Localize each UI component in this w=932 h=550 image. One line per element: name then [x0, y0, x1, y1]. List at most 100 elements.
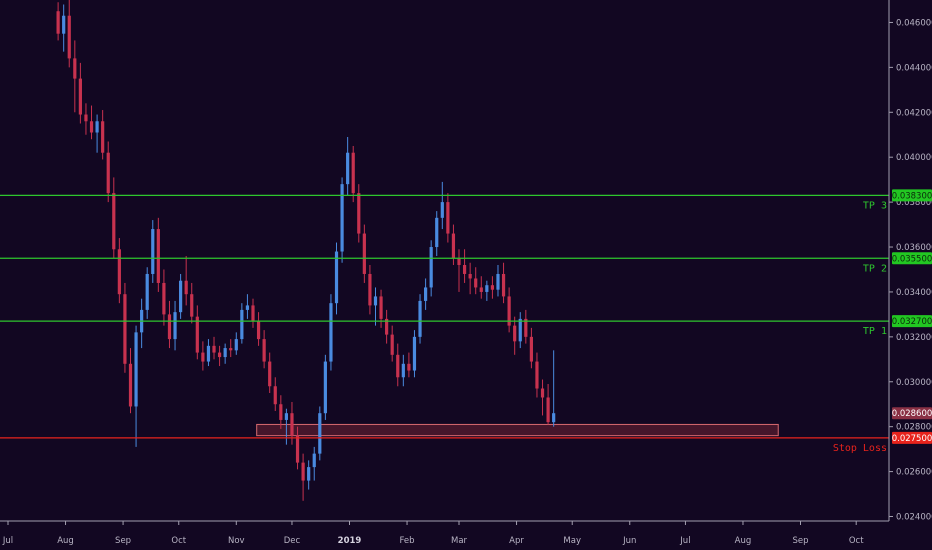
candle	[67, 0, 71, 68]
candle	[240, 303, 244, 344]
candle	[373, 287, 378, 326]
candle-body	[379, 296, 383, 319]
candle	[279, 395, 283, 429]
candle-body	[490, 285, 495, 290]
candle	[117, 238, 121, 304]
x-tick-label: Jun	[622, 536, 636, 546]
candle-body	[245, 305, 250, 310]
level-label: Stop Loss	[833, 443, 887, 454]
candle-body	[468, 273, 472, 279]
x-tick-label: Nov	[228, 536, 245, 546]
candle-body	[390, 334, 394, 355]
candle-body	[346, 152, 350, 185]
candle-body	[301, 462, 305, 481]
candle-body	[84, 114, 88, 122]
candle-body	[362, 233, 366, 274]
candle-body	[540, 388, 545, 398]
candle-body	[462, 264, 467, 274]
candle-body	[106, 152, 110, 194]
candle-body	[340, 184, 344, 252]
x-tick-label: Sep	[115, 536, 131, 546]
candle	[474, 267, 478, 295]
candle	[212, 336, 216, 360]
candle	[112, 177, 116, 259]
x-axis[interactable]: Jul Aug Sep Oct Nov Dec 2019 Feb Mar Apr May Jun Jul…	[0, 520, 889, 546]
level-label: TP 3	[863, 200, 887, 211]
candle-body	[407, 363, 411, 371]
candle-body	[351, 152, 355, 194]
candle	[95, 114, 99, 153]
candle	[390, 325, 394, 362]
candle	[201, 341, 205, 371]
candle-body	[501, 273, 506, 297]
candle	[535, 352, 539, 398]
level-price-badge: 0.038300	[892, 189, 932, 202]
level-price-badge-text: 0.032700	[892, 317, 932, 327]
level-price-badge-text: 0.035500	[892, 254, 932, 264]
candle-body	[206, 345, 211, 362]
candle	[301, 453, 305, 501]
candle	[134, 325, 138, 447]
candle	[162, 269, 166, 326]
x-tick-label: Jul	[2, 536, 13, 546]
level-price-badge: 0.035500	[892, 252, 932, 265]
candle-body	[307, 467, 311, 481]
level-price-badge: 0.032700	[892, 315, 932, 328]
x-tick-label: Aug	[57, 536, 74, 546]
x-tick-label: Dec	[284, 536, 301, 546]
candle-body	[485, 285, 489, 292]
candle	[496, 264, 500, 297]
candle-body	[179, 280, 183, 313]
candle	[334, 242, 339, 315]
candle	[457, 249, 461, 292]
last-price-badge: 0.028600	[892, 407, 932, 420]
candle-body	[95, 121, 99, 133]
last-price-badge-bg	[892, 407, 932, 420]
candle	[329, 294, 333, 371]
candle-body	[457, 258, 461, 265]
candle-body	[323, 361, 327, 414]
level-price-badge-bg	[892, 189, 932, 202]
candle-body	[112, 193, 116, 250]
candle	[351, 145, 355, 203]
candle	[229, 339, 233, 358]
candle	[501, 262, 506, 304]
level-price-badge: 0.027500	[892, 431, 932, 444]
candle-body	[424, 287, 428, 301]
candle-body	[173, 312, 177, 340]
candle	[362, 224, 366, 283]
candle	[462, 249, 467, 283]
candle-body	[385, 318, 389, 335]
candle-body	[396, 354, 400, 378]
candle-body	[290, 413, 294, 436]
candle-body	[507, 296, 511, 326]
candle-body	[78, 78, 82, 115]
candle	[284, 408, 288, 445]
candle	[151, 220, 155, 283]
candle-body	[134, 332, 138, 407]
candle	[89, 105, 94, 140]
x-tick-label: 2019	[338, 536, 362, 546]
candle-body	[101, 121, 105, 153]
x-tick-label: Sep	[792, 536, 808, 546]
candle	[251, 298, 255, 328]
candlestick-series	[56, 0, 556, 501]
candle	[295, 426, 300, 470]
candle	[312, 446, 316, 481]
candle	[56, 2, 60, 41]
candle-body	[474, 278, 478, 288]
candle	[78, 62, 82, 124]
candle-body	[373, 296, 378, 306]
candle	[357, 184, 361, 243]
x-tick-label: Aug	[735, 536, 752, 546]
candle	[206, 339, 211, 367]
candle	[184, 256, 188, 306]
